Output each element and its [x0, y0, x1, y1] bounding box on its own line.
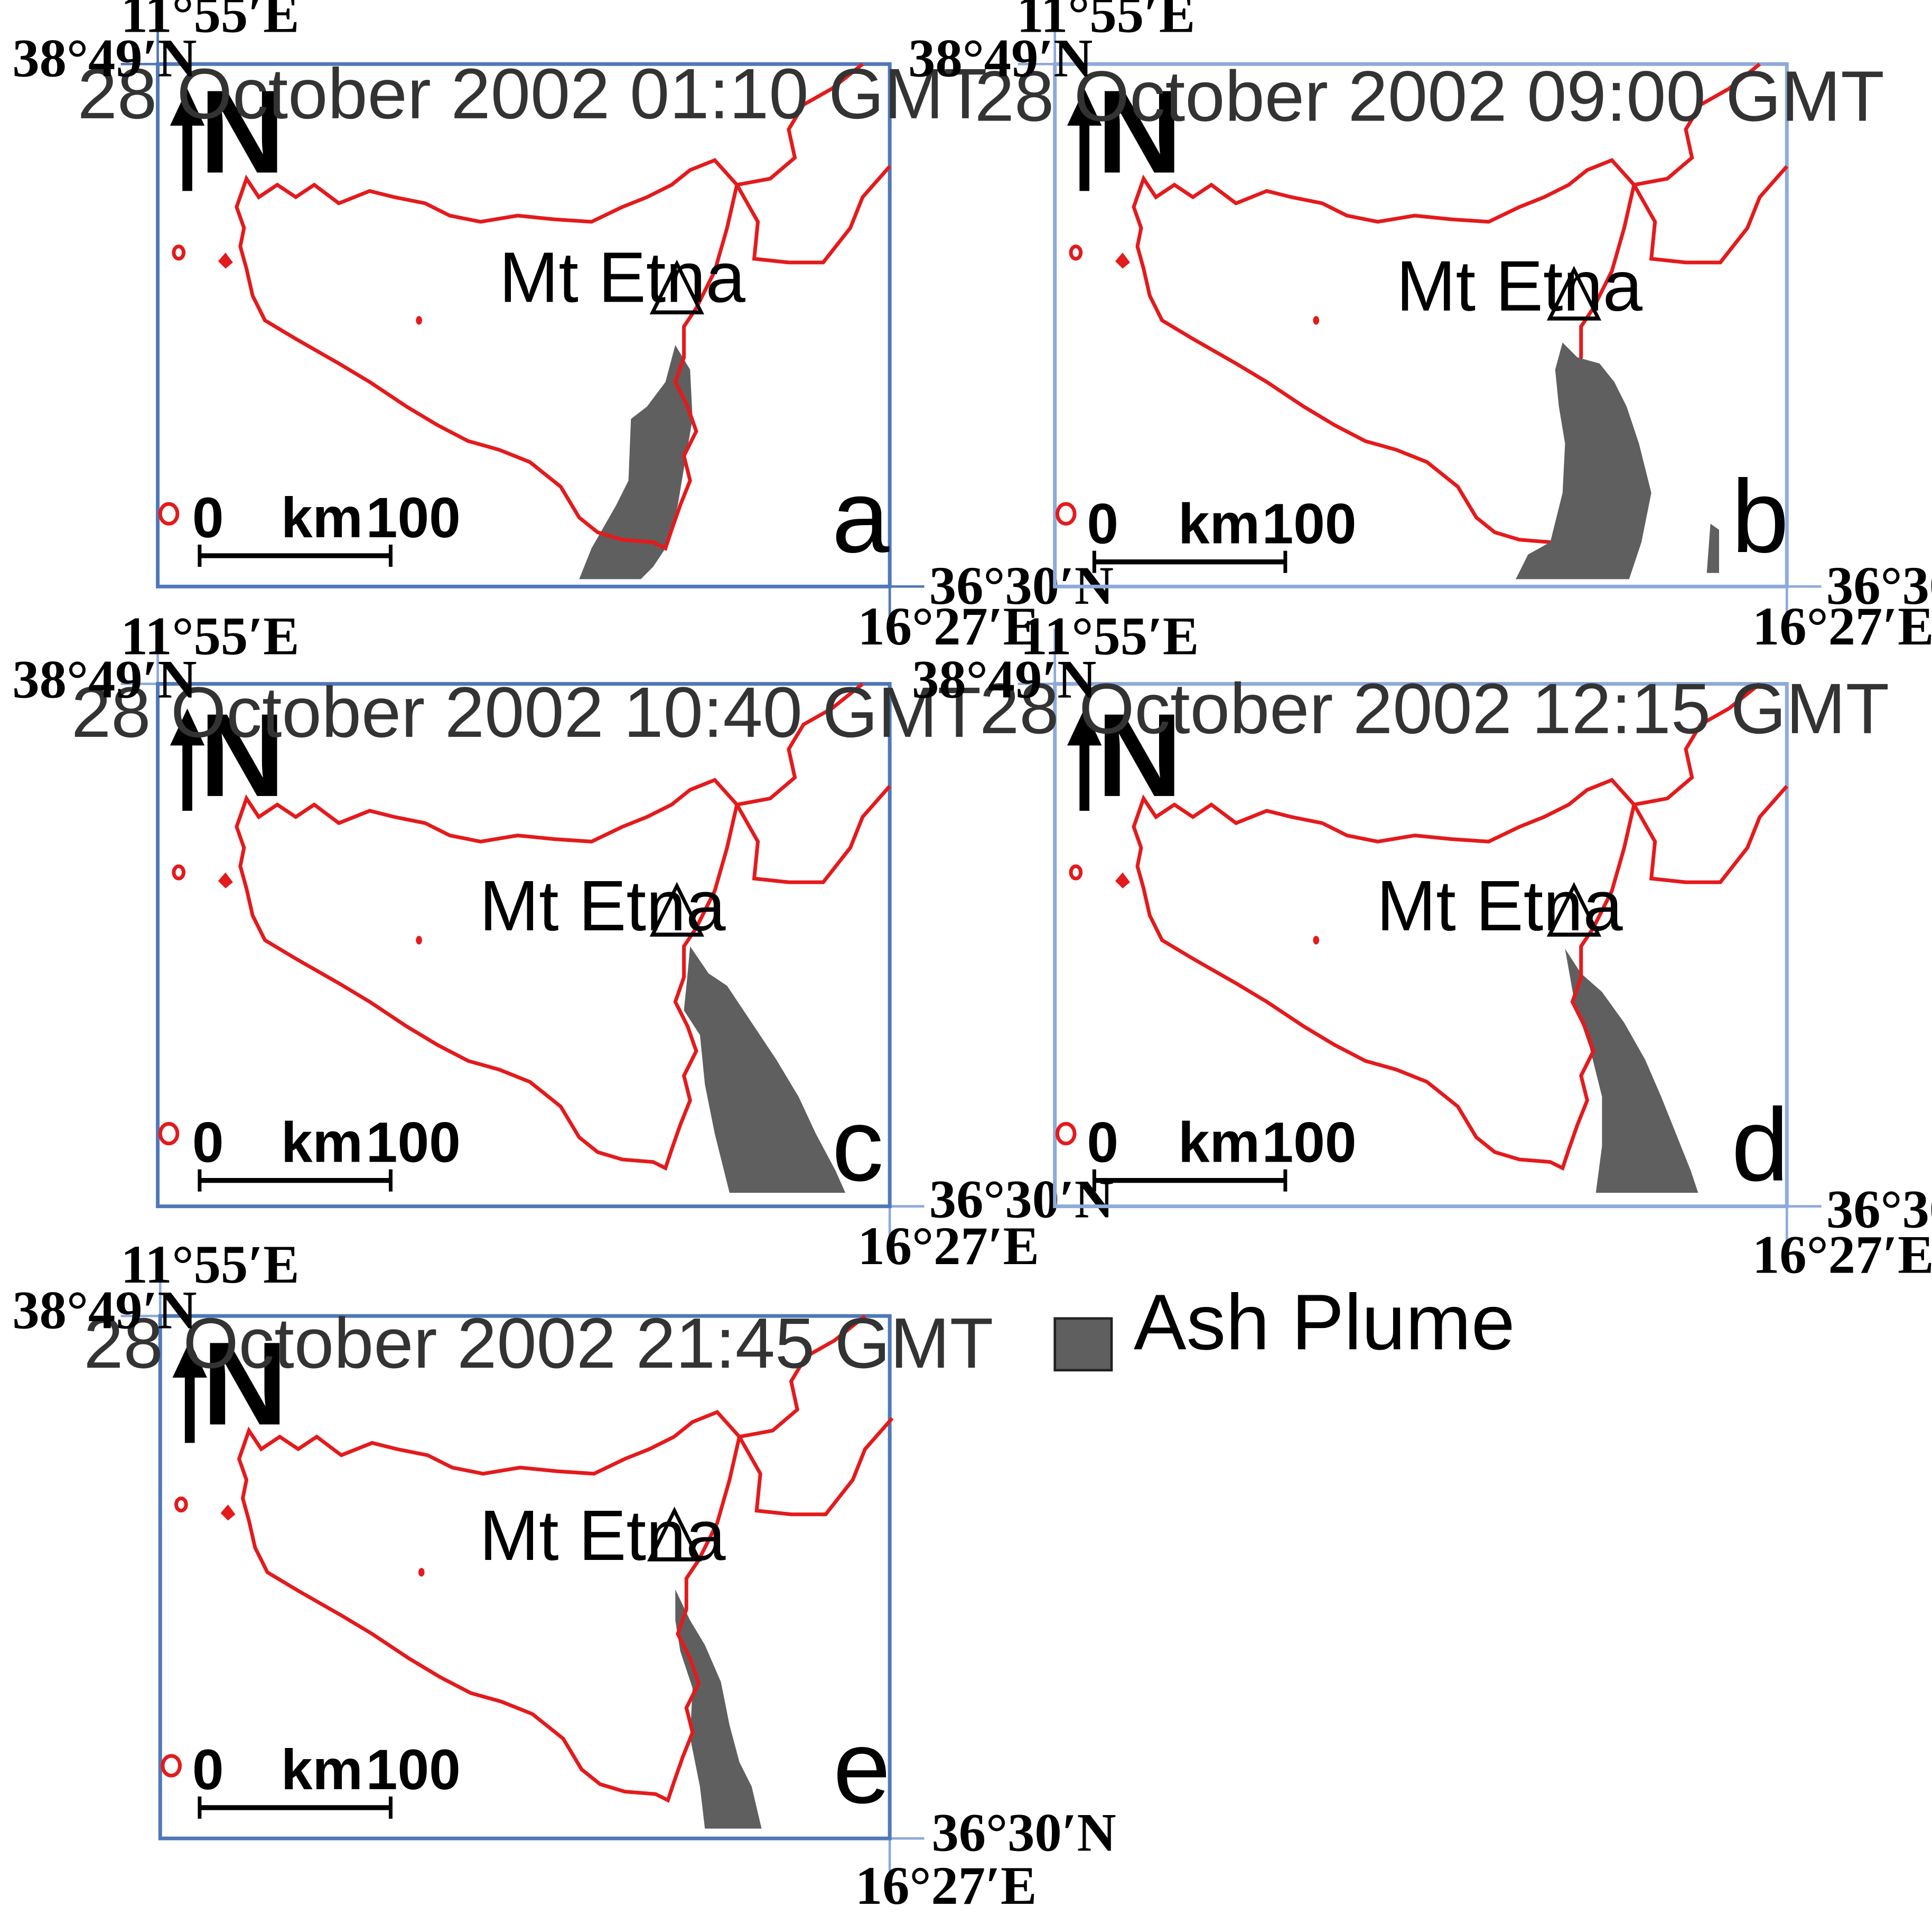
timestamp: 28 October 2002 12:15 GMT: [979, 669, 1889, 749]
panel-a: N 28 October 2002 01:10 GMT Mt Etna △ 0 …: [12, 0, 1114, 657]
scale-bar: 0 km 100: [192, 1111, 461, 1192]
panel-label: b: [1731, 459, 1789, 574]
lat-north: 38°49′N: [12, 650, 197, 709]
lat-north: 38°49′N: [908, 29, 1093, 89]
lat-south: 36°30′N: [1826, 556, 1932, 616]
lon-west: 11°55′E: [121, 1235, 300, 1295]
lon-east: 16°27′E: [855, 1856, 1037, 1916]
panel-label: d: [1731, 1087, 1789, 1203]
lat-south: 36°30′N: [929, 1170, 1114, 1230]
lon-west: 11°55′E: [121, 0, 300, 44]
lon-east: 16°27′E: [857, 1217, 1039, 1276]
lat-north: 38°49′N: [12, 29, 197, 89]
panel-label: e: [833, 1709, 891, 1825]
panel-d: N 28 October 2002 12:15 GMT Mt Etna △ 0 …: [912, 607, 1932, 1285]
legend-swatch: [1053, 1317, 1113, 1372]
north-label: N: [1097, 66, 1182, 198]
north-label: N: [200, 66, 285, 198]
lon-east: 16°27′E: [1752, 1226, 1932, 1285]
lat-south: 36°30′N: [931, 1803, 1116, 1863]
scale-end: 100: [366, 1738, 461, 1801]
legend-label: Ash Plume: [1134, 1278, 1515, 1366]
panel-c: N 28 October 2002 10:40 GMT Mt Etna △ 0 …: [12, 607, 1114, 1277]
volcano-label: Mt Etna: [1396, 246, 1643, 326]
scale-unit: km: [1178, 492, 1260, 556]
lon-east: 16°27′E: [1752, 597, 1932, 657]
scale-start: 0: [192, 486, 224, 549]
scale-start: 0: [1087, 1111, 1118, 1174]
scale-start: 0: [1087, 492, 1118, 556]
timestamp: 28 October 2002 10:40 GMT: [71, 672, 981, 752]
scale-bar: 0 km 100: [192, 1738, 461, 1819]
north-label: N: [200, 689, 285, 821]
scale-end: 100: [1262, 492, 1357, 556]
volcano-triangle-icon: △: [649, 241, 704, 321]
scale-unit: km: [281, 486, 363, 549]
map-frame: [156, 62, 892, 588]
volcano-triangle-icon: △: [647, 1488, 702, 1568]
north-label: N: [202, 1317, 288, 1450]
panel-label: a: [832, 459, 890, 574]
lat-north: 38°49′N: [12, 1281, 197, 1341]
scale-end: 100: [1262, 1111, 1357, 1174]
timestamp: 28 October 2002 01:10 GMT: [78, 54, 987, 134]
lat-south: 36°30′N: [1826, 1180, 1932, 1239]
ash-plume: [684, 946, 846, 1193]
volcano-label: Mt Etna: [1377, 866, 1623, 946]
scale-bar: 0 km 100: [1087, 1111, 1357, 1192]
scale-bar: 0 km 100: [1087, 492, 1357, 573]
volcano-triangle-icon: △: [1546, 863, 1601, 943]
map-frame: [1053, 682, 1789, 1209]
volcano-triangle-icon: △: [1546, 247, 1601, 327]
legend: Ash Plume: [1053, 1278, 1515, 1372]
figure-content: N 28 October 2002 01:10 GMT Mt Etna △ 0 …: [12, 0, 1932, 1916]
map-frame: [156, 682, 892, 1209]
timestamp: 28 October 2002 09:00 GMT: [975, 57, 1884, 136]
scale-end: 100: [366, 486, 461, 549]
scale-start: 0: [192, 1738, 224, 1801]
map-frame: [158, 1314, 892, 1840]
panel-b: N 28 October 2002 09:00 GMT Mt Etna △ 0 …: [908, 0, 1932, 657]
scale-bar: 0 km 100: [192, 486, 461, 567]
scale-start: 0: [192, 1111, 224, 1174]
map-frame: [1053, 62, 1789, 588]
volcano-label: Mt Etna: [479, 1495, 726, 1575]
scale-unit: km: [1178, 1111, 1260, 1174]
volcano-label: Mt Etna: [499, 237, 746, 317]
lon-west: 11°55′E: [121, 607, 300, 667]
scale-unit: km: [281, 1111, 363, 1174]
panel-e: N 28 October 2002 21:45 GMT Mt Etna △ 0 …: [12, 1235, 1116, 1916]
scale-unit: km: [281, 1738, 363, 1801]
lon-west: 11°55′E: [1016, 0, 1195, 44]
volcano-label: Mt Etna: [479, 866, 726, 946]
panel-label: c: [832, 1087, 884, 1203]
volcano-triangle-icon: △: [649, 863, 704, 943]
lat-north: 38°49′N: [912, 650, 1096, 709]
scale-end: 100: [366, 1111, 461, 1174]
north-label: N: [1097, 689, 1182, 821]
lon-east: 16°27′E: [857, 597, 1039, 657]
lon-west: 11°55′E: [1020, 607, 1199, 667]
timestamp: 28 October 2002 21:45 GMT: [83, 1303, 993, 1383]
